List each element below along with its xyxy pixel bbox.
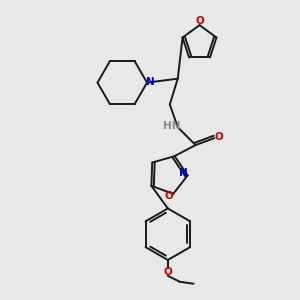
Text: O: O [164,267,172,277]
Text: O: O [195,16,204,26]
Text: O: O [215,132,224,142]
Text: HN: HN [163,121,181,131]
Text: N: N [146,76,154,87]
Text: N: N [179,169,188,178]
Text: O: O [165,191,174,201]
